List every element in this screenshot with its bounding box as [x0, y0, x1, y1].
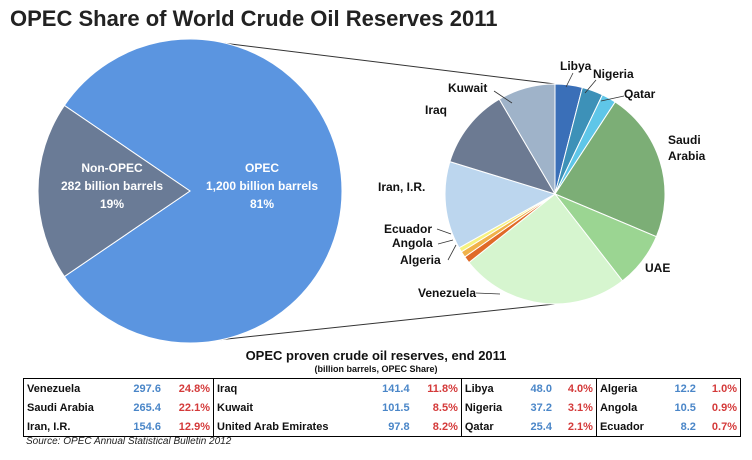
slice-label-opec-1: 1,200 billion barrels [206, 179, 318, 193]
reserve-value: 8.2 [680, 420, 696, 433]
reserve-value: 10.5 [674, 401, 696, 414]
slice-label-kuwait: Kuwait [448, 81, 487, 95]
slice-label-saudi-arabia-1: Arabia [668, 149, 706, 163]
table-row: Saudi Arabia 265.4 22.1% Kuwait 101.5 8.5% Nig… [24, 398, 741, 417]
slice-label-non-opec-2: 19% [100, 197, 124, 211]
opec-share: 1.0% [711, 382, 737, 395]
opec-share: 22.1% [163, 398, 214, 417]
reserves-table: Venezuela 297.6 24.8% Iraq 141.4 11.8% Libya 48… [23, 378, 741, 437]
country-name: Iran, I.R. [27, 420, 71, 433]
slice-saudi-arabia [554, 101, 666, 238]
slice-label-libya: Libya [560, 59, 592, 73]
opec-share: 3.1% [554, 398, 597, 417]
opec-share: 12.9% [163, 417, 214, 437]
slice-label-venezuela: Venezuela [418, 286, 476, 300]
opec-share: 4.0% [554, 378, 597, 398]
slice-label-uae: UAE [645, 261, 670, 275]
slice-label-iraq: Iraq [425, 103, 447, 117]
connector-bottom [189, 303, 556, 344]
slice-label-algeria: Algeria [400, 253, 441, 267]
table-subtitle: (billion barrels, OPEC Share) [314, 364, 438, 374]
opec-share: 11.8% [412, 378, 462, 398]
table-row: Venezuela 297.6 24.8% Iraq 141.4 11.8% Libya 48… [24, 378, 741, 398]
table-title: OPEC proven crude oil reserves, end 2011 [245, 348, 507, 363]
country-name: Nigeria [464, 401, 503, 414]
source-note: Source: OPEC Annual Statistical Bulletin… [26, 436, 232, 447]
slice-label-non-opec-1: 282 billion barrels [61, 179, 163, 193]
country-name: Ecuador [599, 420, 644, 433]
country-name: Libya [464, 382, 494, 395]
opec-share: 0.9% [711, 401, 737, 414]
leader-line-nigeria [584, 79, 597, 94]
slice-label-opec-2: 81% [250, 197, 274, 211]
leader-line-algeria [447, 244, 457, 261]
leader-line-kuwait [493, 90, 513, 104]
reserve-value: 141.4 [382, 382, 410, 395]
opec-share: 8.5% [412, 398, 462, 417]
reserve-value: 297.6 [133, 382, 161, 395]
country-name: Algeria [599, 382, 638, 395]
country-name: Iraq [217, 382, 238, 395]
slice-non-opec [37, 104, 191, 278]
reserve-value: 37.2 [530, 401, 552, 414]
slice-iraq [449, 98, 557, 195]
reserve-value: 25.4 [530, 420, 552, 433]
slice-label-nigeria: Nigeria [593, 67, 634, 81]
table-row: Iran, I.R. 154.6 12.9% United Arab Emirates… [24, 417, 741, 437]
slice-iran-i-r [444, 160, 557, 249]
reserve-value: 101.5 [382, 401, 410, 414]
leader-line-libya [565, 72, 574, 88]
slice-label-ecuador: Ecuador [384, 222, 432, 236]
opec-share: 24.8% [163, 378, 214, 398]
chart-title: OPEC Share of World Crude Oil Reserves 2… [10, 6, 498, 31]
slice-label-saudi-arabia-0: Saudi [668, 133, 701, 147]
opec-share: 0.7% [711, 420, 737, 433]
slice-venezuela [468, 193, 624, 305]
reserve-value: 97.8 [388, 420, 410, 433]
reserve-value: 48.0 [530, 382, 552, 395]
country-name: Qatar [464, 420, 494, 433]
leader-line-ecuador [436, 228, 452, 235]
country-name: Angola [599, 401, 638, 414]
reserve-value: 265.4 [133, 401, 161, 414]
country-name: Venezuela [27, 382, 81, 395]
leader-line-venezuela [475, 292, 501, 295]
slice-kuwait [498, 83, 556, 196]
slice-label-angola: Angola [392, 236, 433, 250]
opec-share: 2.1% [554, 417, 597, 437]
pie-charts: OPEC 1,200 billion barrels 81% Non-OPEC 282 … [37, 38, 706, 344]
reserve-value: 12.2 [674, 382, 696, 395]
slice-label-iran-i-r: Iran, I.R. [378, 180, 425, 194]
leader-line-angola [437, 239, 454, 245]
slice-label-qatar: Qatar [624, 87, 656, 101]
connector-top [189, 38, 556, 85]
country-name: Kuwait [217, 401, 254, 414]
reserve-value: 154.6 [133, 420, 161, 433]
leader-line-qatar [600, 95, 625, 102]
country-name: Saudi Arabia [27, 401, 94, 414]
slice-opec [63, 38, 343, 344]
slice-label-opec-0: OPEC [245, 161, 279, 175]
country-name: United Arab Emirates [217, 420, 329, 433]
opec-share: 8.2% [412, 417, 462, 437]
slice-label-non-opec-0: Non-OPEC [81, 161, 143, 175]
